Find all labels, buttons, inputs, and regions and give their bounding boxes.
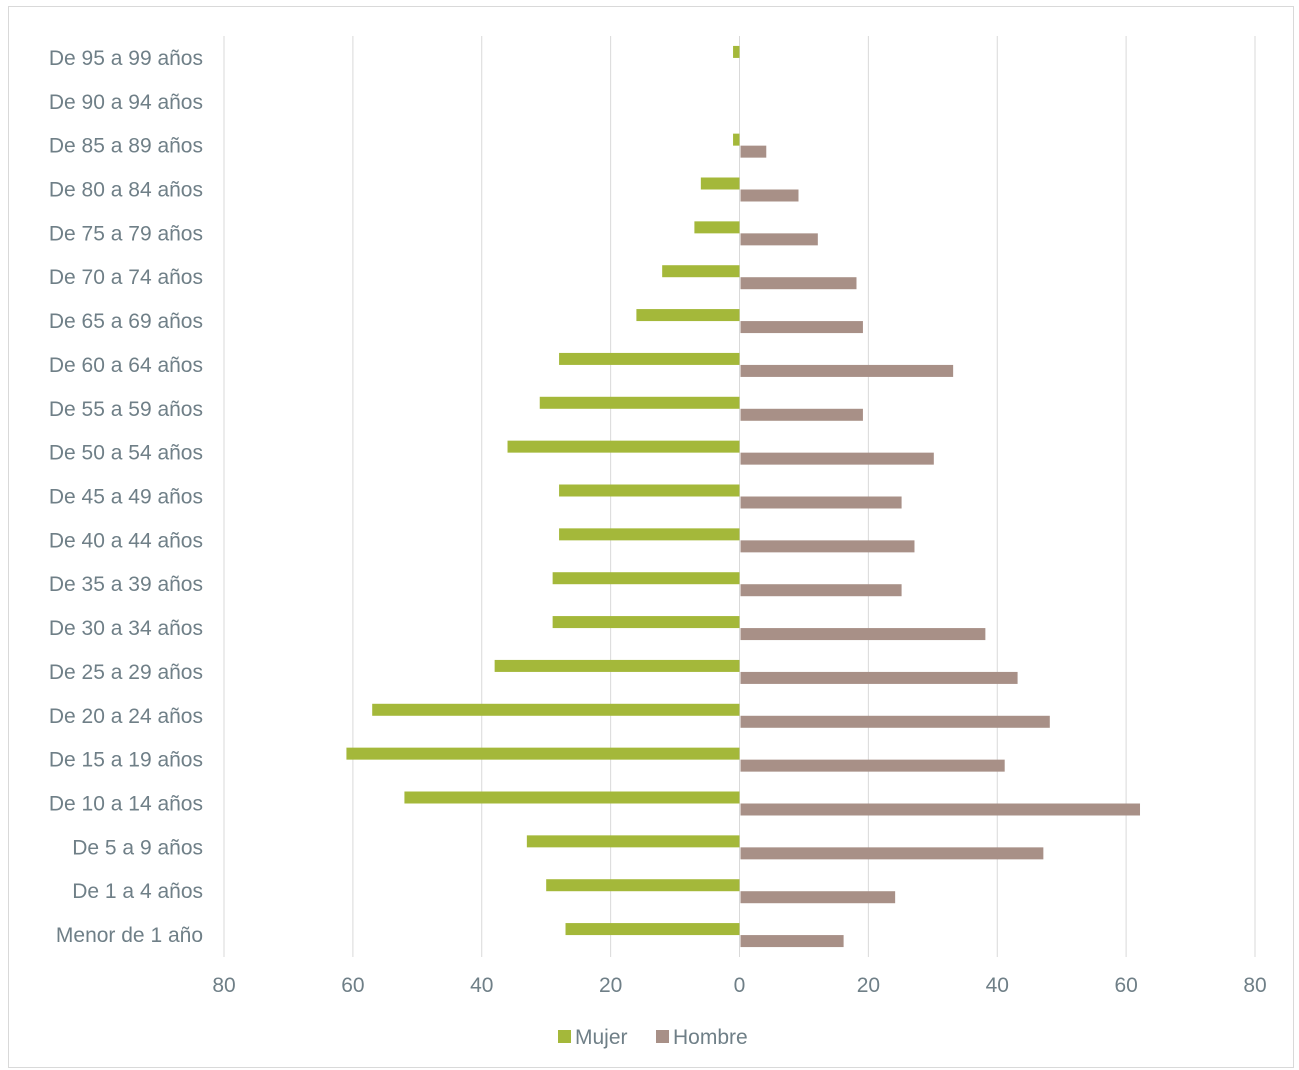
x-tick-label: 60 [341,974,364,997]
bar-hombre [740,759,1005,772]
x-axis-tick-labels: 80 60 40 20 0 20 40 60 80 [212,974,1266,997]
category-label: De 15 a 19 años [49,749,203,772]
bar-hombre [740,321,863,334]
bars [346,45,1141,948]
bar-hombre [740,891,896,904]
category-label: De 90 a 94 años [49,91,203,114]
bar-hombre [740,584,902,597]
bar-mujer [559,352,740,365]
x-tick-label: 20 [599,974,622,997]
category-label: De 10 a 14 años [49,793,203,816]
bar-mujer [526,835,740,848]
legend: Mujer Hombre [558,1026,748,1049]
bar-hombre [740,233,818,246]
bar-mujer [733,133,740,146]
bar-hombre [740,145,767,158]
x-tick-label: 80 [212,974,235,997]
bar-mujer [552,572,740,585]
category-label: De 60 a 64 años [49,354,203,377]
category-label: De 35 a 39 años [49,573,203,596]
x-tick-label: 20 [857,974,880,997]
bar-hombre [740,496,902,509]
x-tick-label: 80 [1243,974,1266,997]
category-label: De 80 a 84 años [49,179,203,202]
category-label: De 1 a 4 años [72,880,203,903]
bar-mujer [559,528,740,541]
x-tick-label: 40 [470,974,493,997]
category-label: De 5 a 9 años [72,836,203,859]
x-tick-label: 60 [1114,974,1137,997]
bar-hombre [740,935,844,948]
bar-mujer [636,309,740,322]
bar-hombre [740,189,799,202]
bar-mujer [494,659,740,672]
bar-mujer [559,484,740,497]
category-label: De 75 a 79 años [49,222,203,245]
legend-swatch [558,1030,571,1043]
category-label: De 70 a 74 años [49,266,203,289]
category-label: De 40 a 44 años [49,529,203,552]
bar-hombre [740,803,1141,816]
bar-mujer [539,396,740,409]
bar-hombre [740,847,1044,860]
bar-mujer [546,879,740,892]
category-label: De 95 a 99 años [49,47,203,70]
bar-hombre [740,628,986,641]
x-tick-label: 40 [986,974,1009,997]
x-tick-label: 0 [734,974,746,997]
category-label: De 65 a 69 años [49,310,203,333]
bar-hombre [740,715,1050,728]
bar-mujer [372,703,740,716]
bar-mujer [700,177,740,190]
bar-mujer [565,923,740,936]
category-labels: Menor de 1 año De 1 a 4 años De 5 a 9 años… [49,47,203,947]
bar-mujer [507,440,740,453]
category-label: De 25 a 29 años [49,661,203,684]
bar-hombre [740,671,1018,684]
bar-mujer [733,45,740,58]
category-label: De 45 a 49 años [49,486,203,509]
bar-mujer [552,616,740,629]
category-label: De 50 a 54 años [49,442,203,465]
bar-mujer [404,791,740,804]
category-label: De 85 a 89 años [49,135,203,158]
bar-mujer [346,747,740,760]
category-label: De 55 a 59 años [49,398,203,421]
legend-swatch [656,1030,669,1043]
bar-hombre [740,277,857,290]
legend-item-hombre: Hombre [673,1026,748,1049]
bar-hombre [740,364,954,377]
bar-hombre [740,540,915,553]
category-label: De 20 a 24 años [49,705,203,728]
bar-mujer [662,265,740,278]
bar-hombre [740,408,863,421]
bar-hombre [740,452,934,465]
bar-mujer [694,221,740,234]
legend-item-mujer: Mujer [575,1026,628,1049]
category-label: Menor de 1 año [56,924,203,947]
category-label: De 30 a 34 años [49,617,203,640]
